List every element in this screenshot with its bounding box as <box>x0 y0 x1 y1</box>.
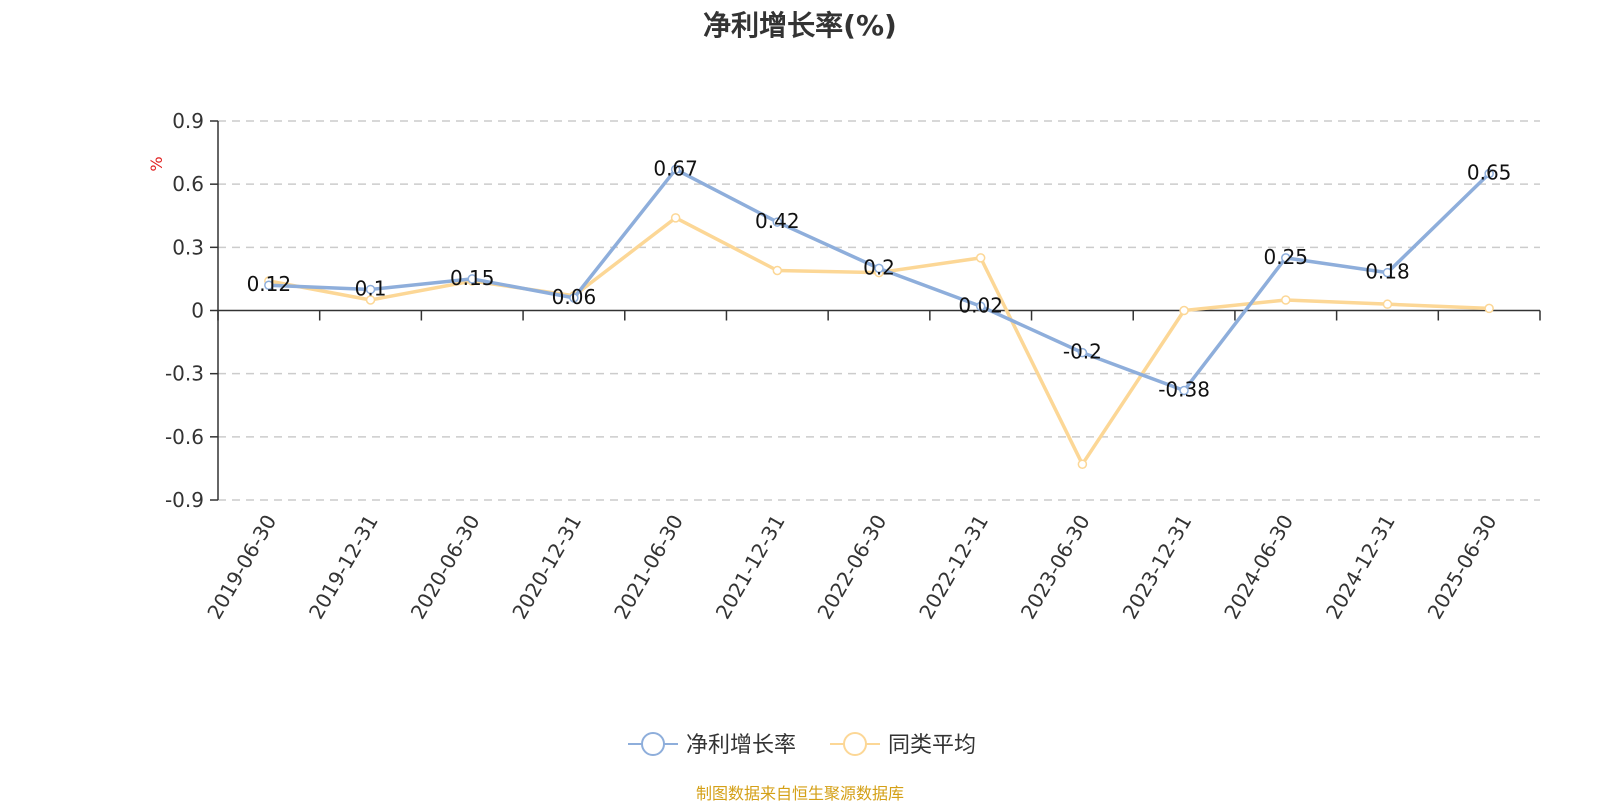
series-1-point <box>1382 267 1393 278</box>
x-tick-label: 2023-06-30 <box>1016 511 1095 624</box>
series-2-point <box>365 295 376 305</box>
data-label: 0.65 <box>1467 161 1512 185</box>
series-1-point <box>1179 385 1189 396</box>
series-2-point <box>1382 299 1393 309</box>
x-tick-label: 2024-06-30 <box>1219 511 1298 624</box>
x-tick-label: 2025-06-30 <box>1423 511 1502 624</box>
y-tick-label: 0 <box>191 299 204 323</box>
data-label: 0.42 <box>755 209 800 233</box>
series-2-point <box>670 213 681 223</box>
y-axis-unit: % <box>147 156 166 171</box>
data-label: 0.15 <box>450 266 495 290</box>
x-tick-label: 2022-12-31 <box>914 511 993 624</box>
x-tick-label: 2020-12-31 <box>507 511 586 624</box>
series-1-point <box>1281 253 1291 263</box>
data-label: 0.25 <box>1264 245 1309 269</box>
x-tick-label: 2022-06-30 <box>812 511 891 624</box>
legend: 净利增长率 同类平均 <box>628 732 976 758</box>
x-tick-label: 2019-06-30 <box>202 511 281 624</box>
x-tick-label: 2021-12-31 <box>711 511 790 624</box>
legend-label-2: 同类平均 <box>888 733 976 758</box>
y-tick-label: -0.9 <box>165 488 204 512</box>
series-1-point <box>264 280 274 290</box>
data-label: 0.18 <box>1365 260 1410 284</box>
data-labels: 0.12 0.1 0.15 0.06 0.67 0.42 0.2 0.02 -0.2 -0.38 0… <box>247 156 1512 401</box>
y-tick-label: -0.6 <box>165 425 204 449</box>
series-1-point <box>467 274 477 284</box>
y-tick-label: 0.3 <box>172 235 204 259</box>
y-tick-label: 0.9 <box>172 109 204 133</box>
series-1-point <box>569 293 579 303</box>
y-tick-label: -0.3 <box>165 362 204 386</box>
x-tick-label: 2024-12-31 <box>1321 511 1400 624</box>
data-label: 0.1 <box>355 276 387 300</box>
series-1-point <box>1484 168 1494 179</box>
series-1-point <box>874 263 884 274</box>
axes: 0.9 0.6 0.3 0 -0.3 -0.6 -0.9% 2019-06-30 2019-12… <box>147 109 1541 624</box>
x-tick-label: 2023-12-31 <box>1118 511 1197 624</box>
grid-lines <box>218 120 1540 501</box>
x-tick-label: 2019-12-31 <box>304 511 383 624</box>
series-1-point <box>1077 347 1088 358</box>
series-2-point <box>975 253 986 263</box>
legend-label-1: 净利增长率 <box>686 733 796 758</box>
series-2-point <box>772 265 783 276</box>
series-lines <box>264 164 1494 469</box>
legend-marker-2 <box>843 732 867 756</box>
series-1-point <box>670 164 681 175</box>
data-label: 0.02 <box>958 293 1003 317</box>
data-label: 0.67 <box>653 156 698 180</box>
series-1-point <box>365 284 376 295</box>
series-2-point <box>1077 459 1088 469</box>
x-tick-label: 2020-06-30 <box>406 511 485 624</box>
legend-marker-1 <box>641 732 665 756</box>
series-1-point <box>975 301 986 312</box>
y-tick-label: 0.6 <box>172 172 204 196</box>
data-label: 0.2 <box>863 255 895 279</box>
source-note: 制图数据来自恒生聚源数据库 <box>695 784 904 803</box>
chart-title: 净利增长率(%) <box>703 9 897 42</box>
series-1-point <box>772 217 783 227</box>
series-2-point <box>1484 303 1494 314</box>
data-label: -0.2 <box>1063 340 1102 364</box>
series-2-point <box>1179 305 1189 316</box>
data-label: -0.38 <box>1158 378 1210 402</box>
data-label: 0.06 <box>552 285 597 309</box>
data-label: 0.12 <box>247 272 292 296</box>
x-tick-label: 2021-06-30 <box>609 511 688 624</box>
series-2-point <box>1281 295 1291 305</box>
